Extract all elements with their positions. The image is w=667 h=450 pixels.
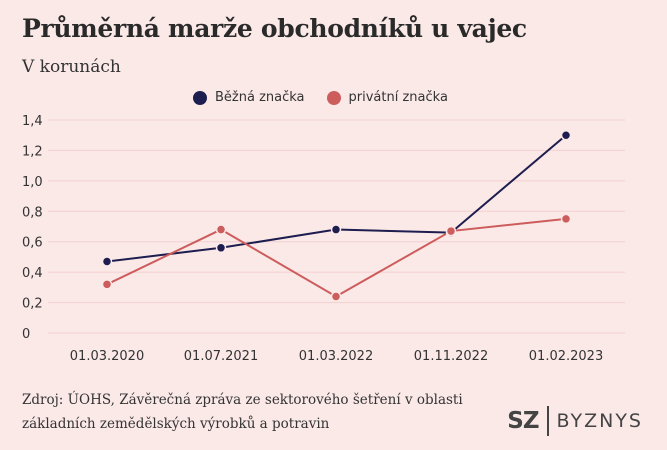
x-tick-label: 01.07.2021: [184, 349, 258, 364]
data-point-series-2: [215, 224, 227, 235]
x-tick-label: 01.03.2022: [299, 349, 373, 364]
y-tick-label: 0,2: [22, 297, 43, 312]
legend-item-series-1: Běžná značka: [193, 90, 305, 105]
data-point-series-2: [101, 279, 113, 290]
data-point-series-1: [560, 129, 572, 141]
y-tick-label: 0: [22, 327, 30, 342]
source-note: Zdroj: ÚOHS, Závěrečná zpráva ze sektoro…: [22, 388, 492, 436]
brand-sz-text: SZ: [507, 408, 539, 434]
data-point-series-1: [101, 256, 113, 267]
y-tick-label: 1,4: [22, 114, 43, 129]
x-tick-label: 01.03.2020: [70, 349, 144, 364]
brand-separator: [546, 406, 549, 436]
x-tick-label: 01.11.2022: [414, 349, 488, 364]
data-point-series-2: [445, 225, 457, 237]
brand-logo: SZ BYZNYS: [507, 405, 643, 437]
data-point-series-1: [330, 224, 342, 235]
y-tick-label: 1,0: [22, 175, 43, 190]
y-tick-label: 1,2: [22, 144, 43, 159]
legend-marker-series-1: [193, 90, 207, 105]
legend-label-series-2: privátní značka: [348, 90, 448, 105]
y-tick-label: 0,4: [22, 266, 43, 281]
data-point-series-2: [330, 291, 342, 302]
chart-legend: Běžná značka privátní značka: [193, 90, 470, 105]
series-line-1: [106, 134, 567, 263]
data-point-series-2: [560, 213, 572, 225]
legend-label-series-1: Běžná značka: [215, 90, 305, 105]
brand-byznys-text: BYZNYS: [556, 410, 643, 432]
source-line-1: Zdroj: ÚOHS, Závěrečná zpráva ze sektoro…: [22, 392, 463, 408]
legend-marker-series-2: [326, 90, 341, 105]
y-tick-label: 0,6: [22, 236, 43, 251]
x-tick-label: 01.02.2023: [529, 349, 603, 364]
y-tick-label: 0,8: [22, 205, 43, 220]
chart-subtitle: V korunách: [22, 57, 121, 77]
source-line-2: základních zemědělských výrobků a potrav…: [22, 416, 330, 432]
chart-title: Průměrná marže obchodníků u vajec: [22, 14, 527, 43]
legend-item-series-2: privátní značka: [326, 90, 448, 105]
data-point-series-1: [215, 242, 227, 254]
